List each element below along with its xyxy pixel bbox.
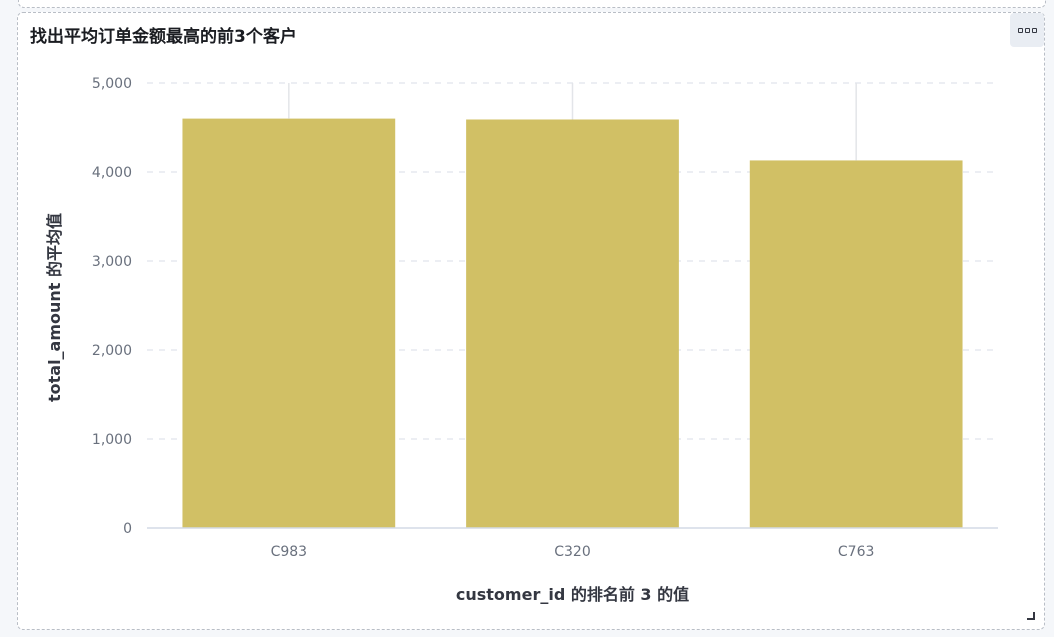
error-bars (288, 83, 857, 161)
panel-options-button[interactable] (1010, 13, 1044, 47)
x-tick-label: C983 (271, 544, 308, 560)
x-tick-label: C763 (838, 544, 875, 560)
x-axis-ticks: C983 C320 C763 (271, 544, 875, 560)
panel-title: 找出平均订单金额最高的前3个客户 (30, 27, 297, 47)
y-axis-title: total_amount 的平均值 (45, 213, 64, 402)
x-axis-title: customer_id 的排名前 3 的值 (456, 585, 689, 604)
y-tick-label: 2,000 (92, 343, 132, 359)
y-tick-label: 4,000 (92, 165, 132, 181)
adjacent-panel-edge (18, 0, 1046, 8)
y-tick-label: 3,000 (92, 254, 132, 270)
y-tick-label: 0 (123, 521, 132, 537)
y-tick-label: 1,000 (92, 432, 132, 448)
bar[interactable] (182, 118, 396, 528)
resize-handle-icon[interactable] (1027, 612, 1035, 620)
y-axis-ticks: 0 1,000 2,000 3,000 4,000 5,000 (92, 76, 132, 537)
x-tick-label: C320 (554, 544, 591, 560)
bars (182, 118, 963, 529)
y-tick-label: 5,000 (92, 76, 132, 92)
bar[interactable] (466, 119, 679, 529)
panel-options-icon (1017, 27, 1037, 33)
bar[interactable] (749, 160, 963, 528)
